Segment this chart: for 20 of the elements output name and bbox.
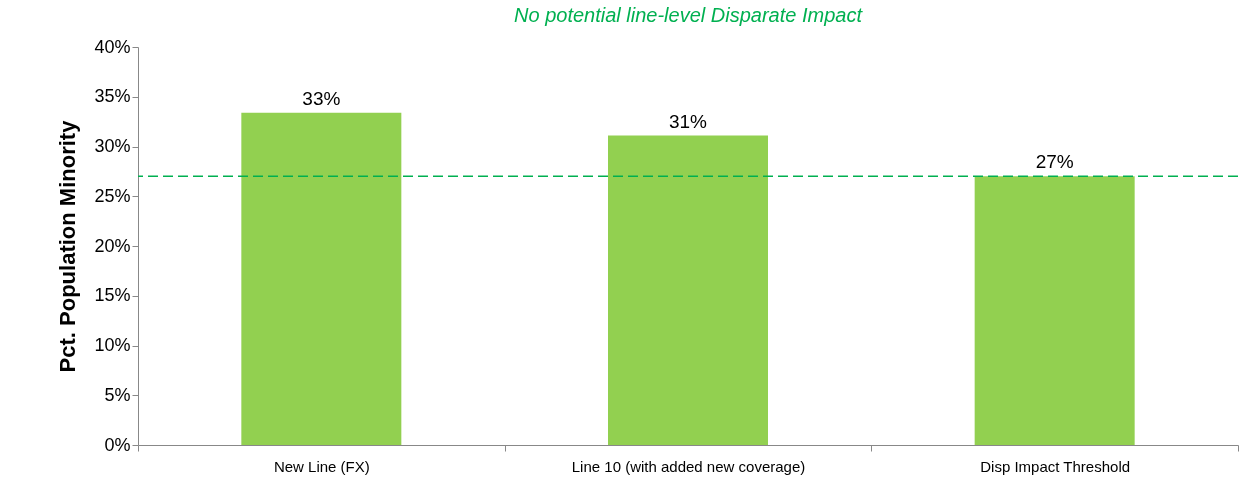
y-tick-label: 25% [94, 185, 131, 206]
bar [974, 176, 1135, 445]
y-tick-label: 15% [94, 285, 131, 306]
x-tick-label: Line 10 (with added new coverage) [571, 457, 806, 475]
y-tick-label: 35% [94, 86, 131, 107]
data-label: 27% [1035, 151, 1074, 173]
bar [608, 135, 768, 445]
x-tick-label: New Line (FX) [273, 457, 370, 475]
y-tick-label: 30% [94, 136, 131, 156]
y-tick-label: 10% [94, 335, 131, 355]
y-tick-label: 40% [94, 36, 131, 57]
chart-title: No potential line-level Disparate Impact [514, 4, 864, 26]
bar [241, 112, 402, 445]
data-label: 31% [668, 110, 708, 132]
x-tick-label: Disp Impact Threshold [980, 457, 1131, 475]
y-tick-label: 5% [104, 384, 131, 405]
y-tick-label: 20% [94, 235, 131, 256]
y-axis-title: Pct. Population Minority [55, 119, 81, 373]
y-tick-label: 0% [104, 434, 131, 455]
data-label: 33% [302, 87, 341, 109]
